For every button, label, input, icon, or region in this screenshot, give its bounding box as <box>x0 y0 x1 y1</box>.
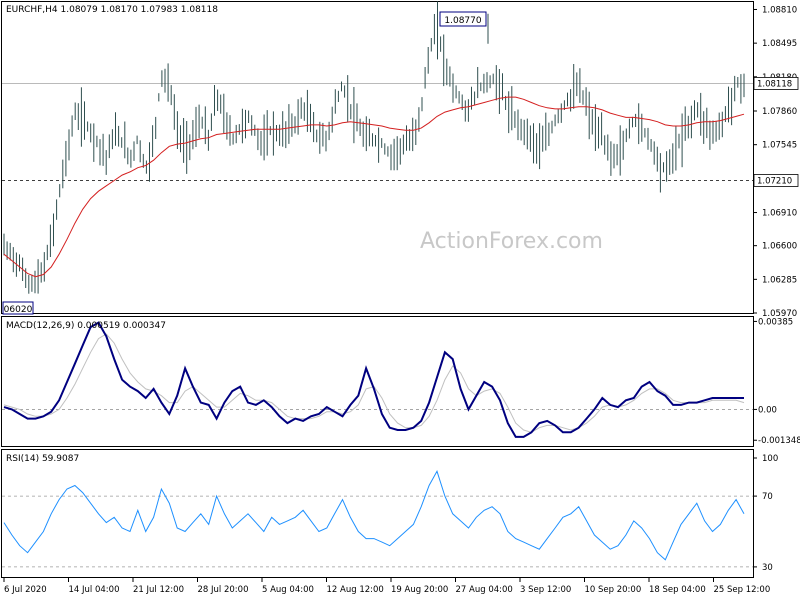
macd-label: MACD(12,26,9) 0.000519 0.000347 <box>6 321 166 331</box>
current-price-label: 1.08118 <box>757 79 792 89</box>
time-tick-label: 10 Sep 20:00 <box>585 585 642 595</box>
rsi-label: RSI(14) 59.9087 <box>6 454 79 464</box>
time-tick-label: 5 Aug 04:00 <box>262 585 314 595</box>
price-tick-label: 1.07860 <box>762 107 797 117</box>
price-tick-label: 1.06285 <box>762 275 797 285</box>
symbol-header: EURCHF,H4 1.08079 1.08170 1.07983 1.0811… <box>6 5 218 15</box>
high-label-box <box>439 11 487 27</box>
support-label: 1.07210 <box>757 176 792 186</box>
time-tick-label: 25 Sep 12:00 <box>714 585 771 595</box>
time-tick-label: 18 Sep 04:00 <box>649 585 706 595</box>
macd-line <box>3 321 744 438</box>
rsi-series-layer <box>2 470 753 568</box>
current-price-box <box>753 77 799 90</box>
price-panel-frame <box>1 1 754 314</box>
macd-tick-label: 0.00385 <box>758 317 793 327</box>
price-series-layer: 1.08770 06020 <box>2 1 753 315</box>
rsi-tick-label: 70 <box>762 492 773 502</box>
rsi-line <box>3 470 745 561</box>
support-box <box>753 174 799 187</box>
high-label: 1.08770 <box>444 16 481 26</box>
moving-average-line <box>3 96 745 278</box>
time-tick-label: 12 Aug 12:00 <box>327 585 384 595</box>
time-tick-label: 6 Jul 2020 <box>4 585 47 595</box>
rsi-tick-label: 100 <box>762 454 778 464</box>
rsi-tick-label: 30 <box>762 563 773 573</box>
macd-tick-label: 0.00 <box>758 405 777 415</box>
price-tick-label: 1.06910 <box>762 209 797 219</box>
watermark: ActionForex.com <box>420 229 603 254</box>
price-tick-label: 1.08495 <box>762 39 797 49</box>
low-label: 06020 <box>4 305 33 315</box>
macd-series-layer <box>2 321 753 438</box>
time-tick-label: 19 Aug 20:00 <box>391 585 448 595</box>
time-tick-label: 3 Sep 12:00 <box>520 585 571 595</box>
time-tick-label: 27 Aug 04:00 <box>456 585 513 595</box>
rsi-panel-frame <box>1 449 754 578</box>
low-label-box <box>2 301 34 315</box>
price-tick-label: 1.08810 <box>762 5 797 15</box>
price-tick-label: 1.05970 <box>762 309 797 319</box>
price-tick-label: 1.06600 <box>762 242 797 252</box>
axes-layer: 1.088101.084951.081801.078601.075451.072… <box>3 5 800 595</box>
price-tick-label: 1.07545 <box>762 141 797 151</box>
time-tick-label: 14 Jul 04:00 <box>69 585 120 595</box>
time-tick-label: 21 Jul 12:00 <box>133 585 184 595</box>
macd-tick-label: -0.001348 <box>758 436 800 446</box>
time-tick-label: 28 Jul 20:00 <box>198 585 249 595</box>
macd-panel-frame <box>1 316 754 447</box>
